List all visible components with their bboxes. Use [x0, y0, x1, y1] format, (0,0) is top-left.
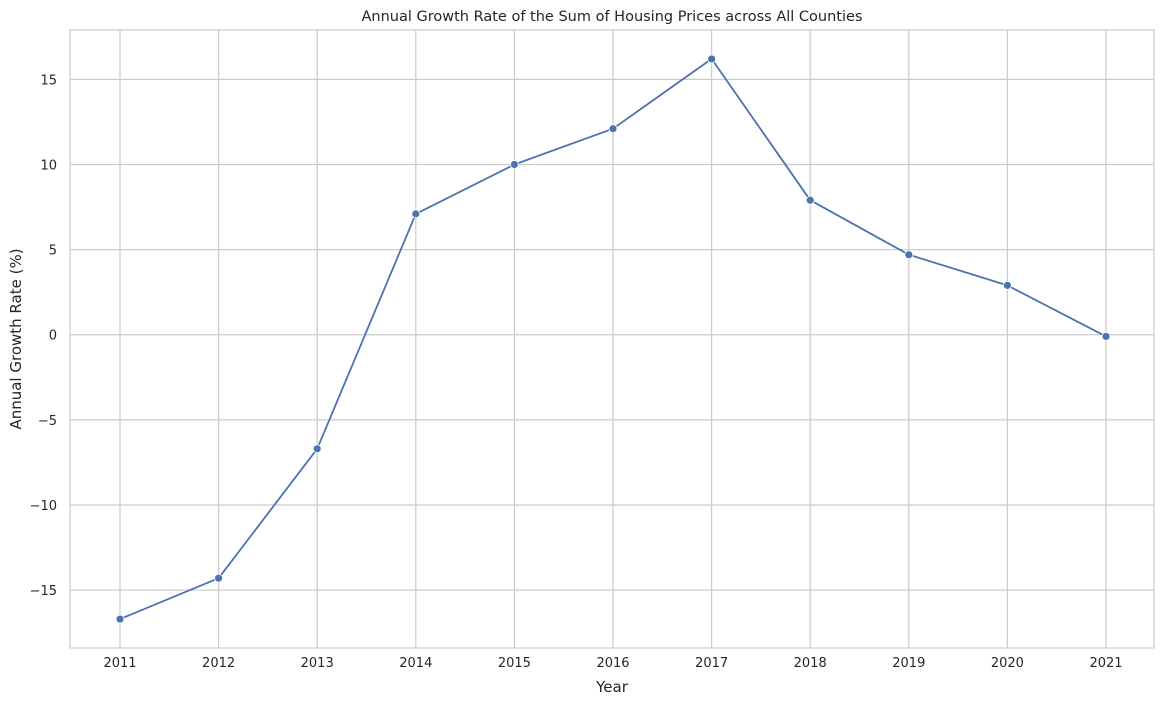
series-group: [115, 54, 1111, 624]
data-point: [115, 614, 125, 624]
y-tick-label: 0: [49, 329, 57, 344]
x-tick-label: 2012: [202, 656, 235, 671]
y-tick-label: 10: [40, 158, 57, 173]
y-tick-label: −10: [30, 499, 57, 514]
data-point: [214, 573, 224, 583]
y-tick-label: 5: [49, 244, 57, 259]
chart-title: Annual Growth Rate of the Sum of Housing…: [362, 9, 863, 25]
x-tick-label: 2016: [596, 656, 629, 671]
data-point: [608, 124, 618, 134]
x-tick-label: 2020: [991, 656, 1024, 671]
x-tick-label: 2017: [695, 656, 728, 671]
y-tick-label: −5: [38, 414, 57, 429]
data-point: [1003, 280, 1012, 290]
x-tick-label: 2018: [794, 656, 827, 671]
data-point: [805, 195, 815, 205]
data-point: [510, 160, 519, 169]
plot-frame: [69, 29, 1155, 649]
x-tick-labels: 2011 2012 2013 2014 2015 2016 2017 2018 2019 2020…: [103, 656, 1122, 671]
y-tick-label: 15: [40, 73, 57, 88]
x-axis-label: Year: [595, 678, 629, 696]
data-point: [312, 444, 322, 454]
y-axis-label: Annual Growth Rate (%): [7, 248, 25, 429]
x-tick-label: 2014: [399, 656, 432, 671]
x-tick-label: 2015: [498, 656, 531, 671]
x-tick-label: 2019: [892, 656, 925, 671]
x-tick-label: 2011: [103, 656, 136, 671]
data-point: [1101, 332, 1111, 341]
y-tick-label: −15: [30, 584, 57, 599]
data-point: [904, 250, 914, 260]
data-point: [411, 209, 421, 219]
y-tick-labels: −15 −10 −5 0 5 10 15: [30, 73, 57, 599]
x-tick-label: 2021: [1089, 656, 1122, 671]
data-point: [707, 54, 716, 64]
x-tick-label: 2013: [301, 656, 334, 671]
plot-area: [70, 30, 1154, 648]
